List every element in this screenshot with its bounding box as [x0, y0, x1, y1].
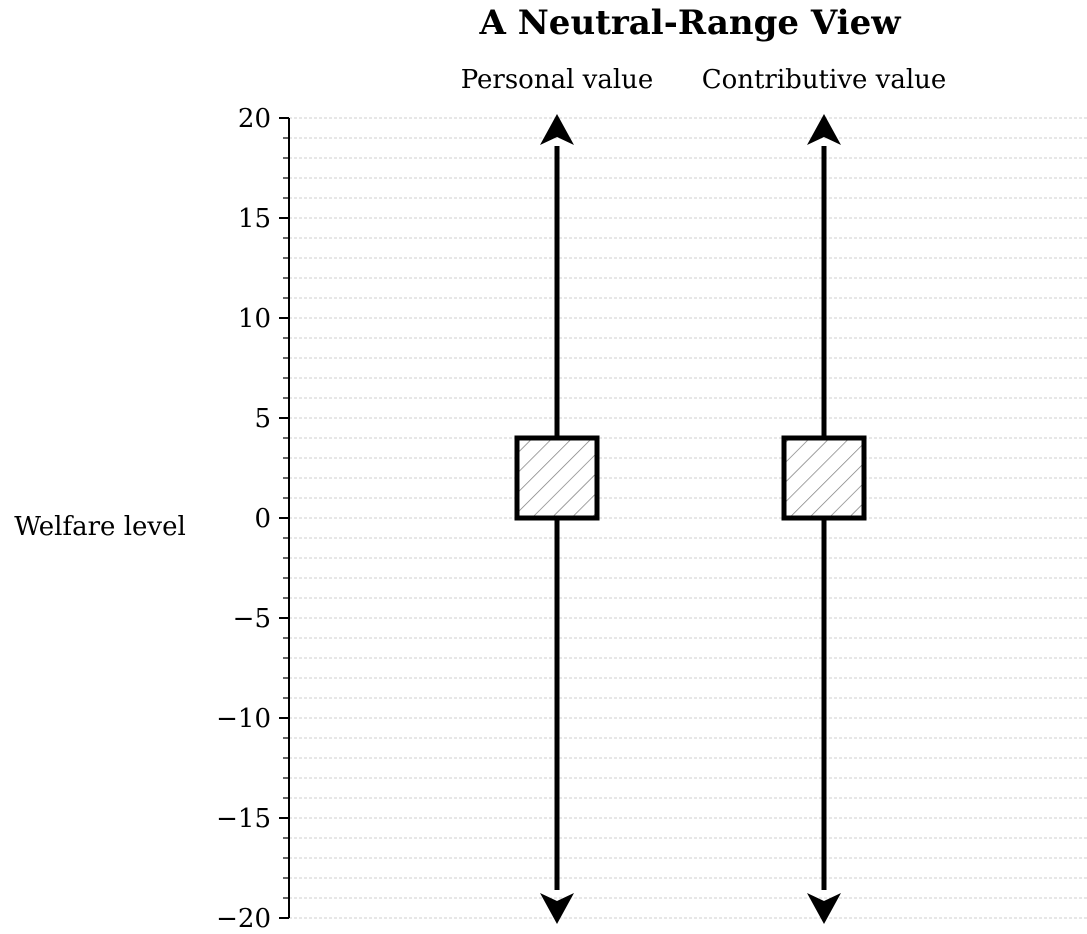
y-axis-label: Welfare level: [14, 512, 186, 542]
diagram-title: A Neutral-Range View: [479, 3, 902, 43]
y-tick-label: −15: [216, 804, 271, 834]
y-tick-label: 20: [238, 104, 271, 134]
arrow-up-icon: [540, 114, 574, 145]
arrow-down-icon: [807, 893, 841, 924]
value-column: [514, 114, 600, 924]
value-column: [781, 114, 867, 924]
y-tick-label: −10: [216, 704, 271, 734]
y-tick-label: −20: [216, 904, 271, 934]
y-axis: [279, 117, 290, 919]
arrow-up-icon: [807, 114, 841, 145]
y-tick-label: −5: [233, 604, 271, 634]
y-tick-label: 10: [238, 304, 271, 334]
neutral-range-box: [514, 435, 600, 521]
arrow-down-icon: [540, 893, 574, 924]
neutral-range-box: [781, 435, 867, 521]
y-tick-labels: 20 15 10 5 0 −5 −10 −15 −20: [216, 104, 271, 934]
y-tick-label: 5: [254, 404, 271, 434]
value-columns: [514, 114, 867, 924]
y-tick-label: 0: [254, 504, 271, 534]
column-label-contributive-value: Contributive value: [702, 65, 947, 95]
grid-lines: [289, 117, 1087, 919]
column-label-personal-value: Personal value: [461, 65, 654, 95]
y-tick-label: 15: [238, 204, 271, 234]
